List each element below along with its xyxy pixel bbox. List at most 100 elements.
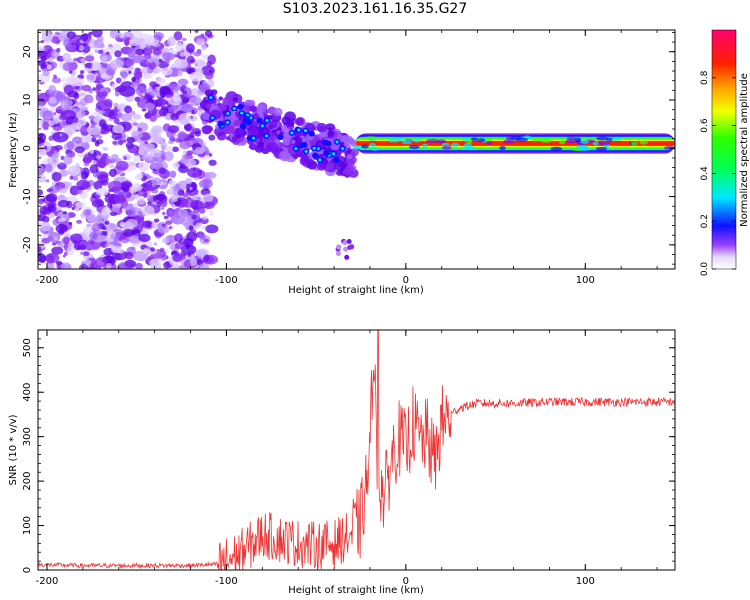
spectrogram-cell <box>194 30 199 33</box>
spectrogram-cell <box>65 76 77 84</box>
spectrogram-cell <box>168 179 177 188</box>
spectrogram-cell <box>94 49 99 53</box>
spectrogram-cell <box>125 251 134 260</box>
spectrogram-cell <box>139 79 143 83</box>
spectrogram-cell <box>81 84 92 92</box>
spectrogram-cell <box>290 131 294 135</box>
spectrogram-cell <box>51 77 62 84</box>
spectrogram-cell <box>162 211 166 215</box>
spectrogram-cell <box>57 266 62 269</box>
spectrogram-cell <box>132 122 139 127</box>
spectrogram-cell <box>105 68 116 76</box>
spectrogram-cell <box>160 106 168 111</box>
spectrogram-cell <box>530 137 543 142</box>
spectrogram-cell <box>61 78 66 83</box>
spectrogram-cell <box>332 152 336 156</box>
spectrogram-cell <box>184 123 192 131</box>
spectrogram-cell <box>282 138 291 146</box>
spectrogram-cell <box>164 58 171 64</box>
spectrogram-cell <box>142 182 147 187</box>
spectrogram-cell <box>68 221 73 226</box>
spectrogram-cell <box>113 117 120 125</box>
spectrogram-cell <box>158 167 167 175</box>
spectrogram-cell <box>163 261 171 269</box>
spectrogram-cell <box>86 124 102 136</box>
spectrogram-cell <box>104 220 110 225</box>
spectrogram-cell <box>71 207 75 211</box>
spectrogram-cell <box>364 136 378 141</box>
spectrogram-cell <box>204 71 214 80</box>
spectrogram-cell <box>342 246 348 252</box>
spectrogram-cell <box>104 243 109 248</box>
spectrogram-cell <box>151 177 162 185</box>
spectrogram-cell <box>112 141 117 145</box>
spectrogram-cell <box>154 83 160 88</box>
spectrogram-cell <box>248 127 260 138</box>
spectrogram-cell <box>335 140 339 144</box>
spectrogram-cell <box>137 37 147 49</box>
spectrogram-cell <box>38 104 44 112</box>
spectrogram-cell <box>268 120 278 129</box>
spectrogram-cell <box>62 264 68 269</box>
xtick-label: -200 <box>36 576 59 587</box>
spectrogram-cell <box>133 155 142 163</box>
spectrogram-cell <box>205 103 212 110</box>
spectrogram-cell <box>64 99 73 107</box>
spectrogram-cell <box>208 159 217 166</box>
spectrogram-cell <box>63 84 74 96</box>
spectrogram-cell <box>63 38 72 48</box>
spectrogram-cell <box>56 182 60 187</box>
spectrogram-cell <box>168 170 177 178</box>
spectrogram-cell <box>77 118 87 126</box>
spectrogram-cell <box>88 115 95 120</box>
spectrogram-heatmap <box>38 30 675 269</box>
spectrogram-cell <box>114 50 122 58</box>
spectrogram-cell <box>606 137 613 142</box>
spectrogram-cell <box>82 61 86 66</box>
spectrogram-cell <box>153 242 158 246</box>
spectrogram-cell <box>54 145 63 151</box>
spectrogram-cell <box>110 233 116 240</box>
spectrogram-cell <box>73 57 78 62</box>
spectrogram-cell <box>349 148 359 157</box>
spectrogram-cell <box>159 87 172 96</box>
spectrogram-cell <box>249 143 258 151</box>
spectrogram-cell <box>63 214 69 219</box>
spectrogram-cell <box>361 144 369 149</box>
spectrogram-cell <box>132 55 146 64</box>
spectrogram-cell <box>304 149 308 153</box>
spectrogram-cell <box>120 180 133 189</box>
ytick-label: 0 <box>22 145 33 151</box>
spectrogram-cell <box>44 145 48 150</box>
spectrogram-cell <box>151 260 159 268</box>
spectrogram-cell <box>232 97 238 102</box>
spectrogram-cell <box>251 136 256 140</box>
spectrogram-cell <box>143 53 152 60</box>
spectrogram-cell <box>135 48 145 56</box>
spectrogram-cell <box>179 251 187 260</box>
spectrogram-cell <box>125 218 138 229</box>
spectrogram-cell <box>66 31 77 40</box>
spectrogram-cell <box>126 198 132 202</box>
spectrogram-cell <box>40 221 51 232</box>
spectrogram-cell <box>236 134 241 139</box>
spectrogram-cell <box>59 169 69 177</box>
spectrogram-cell <box>101 90 108 97</box>
spectrogram-cell <box>38 92 50 103</box>
spectrogram-cell <box>595 136 609 141</box>
spectrogram-cell <box>163 151 174 162</box>
spectrogram-cell <box>150 247 155 252</box>
spectrogram-cell <box>53 236 58 241</box>
spectrogram-cell <box>173 91 178 96</box>
snr-frame <box>37 329 676 571</box>
spectrogram-cell <box>177 78 189 86</box>
ytick-label: 20 <box>22 45 33 58</box>
colorbar-ticks: 0.0 0.2 0.4 0.6 0.8 <box>700 70 736 276</box>
spectrogram-cell <box>107 180 123 192</box>
spectrogram-cell <box>185 43 195 54</box>
spectrogram-cell <box>558 140 566 145</box>
spectrogram-cell <box>202 41 205 46</box>
spectrogram-cell <box>62 211 68 215</box>
spectrogram-cell <box>186 181 198 192</box>
spectrogram-cell <box>477 138 486 143</box>
